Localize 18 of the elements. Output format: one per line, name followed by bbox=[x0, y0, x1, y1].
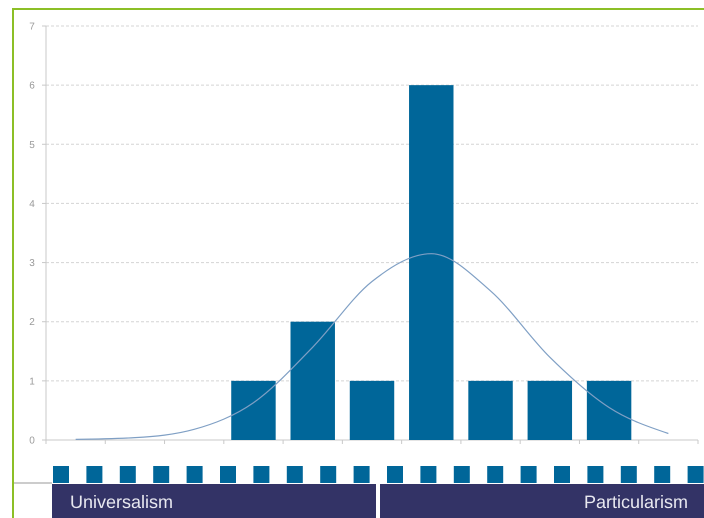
y-tick-label: 1 bbox=[29, 376, 36, 388]
y-tick-label: 2 bbox=[29, 317, 36, 328]
y-tick-label: 6 bbox=[29, 80, 36, 92]
bar bbox=[231, 380, 276, 440]
bar bbox=[528, 380, 572, 440]
y-tick-label: 3 bbox=[29, 258, 36, 270]
text: Universalism bbox=[70, 492, 174, 512]
bar bbox=[290, 322, 335, 440]
line-series bbox=[75, 253, 669, 440]
y-tick-label: 4 bbox=[29, 198, 36, 210]
y-tick-label: 5 bbox=[29, 140, 36, 151]
y-tick-label: 7 bbox=[29, 22, 36, 32]
text: Particularism bbox=[584, 492, 688, 512]
bar bbox=[468, 380, 513, 440]
bar bbox=[350, 380, 394, 440]
y-tick-label: 0 bbox=[29, 436, 36, 446]
bar bbox=[586, 380, 632, 440]
bar bbox=[409, 85, 454, 440]
